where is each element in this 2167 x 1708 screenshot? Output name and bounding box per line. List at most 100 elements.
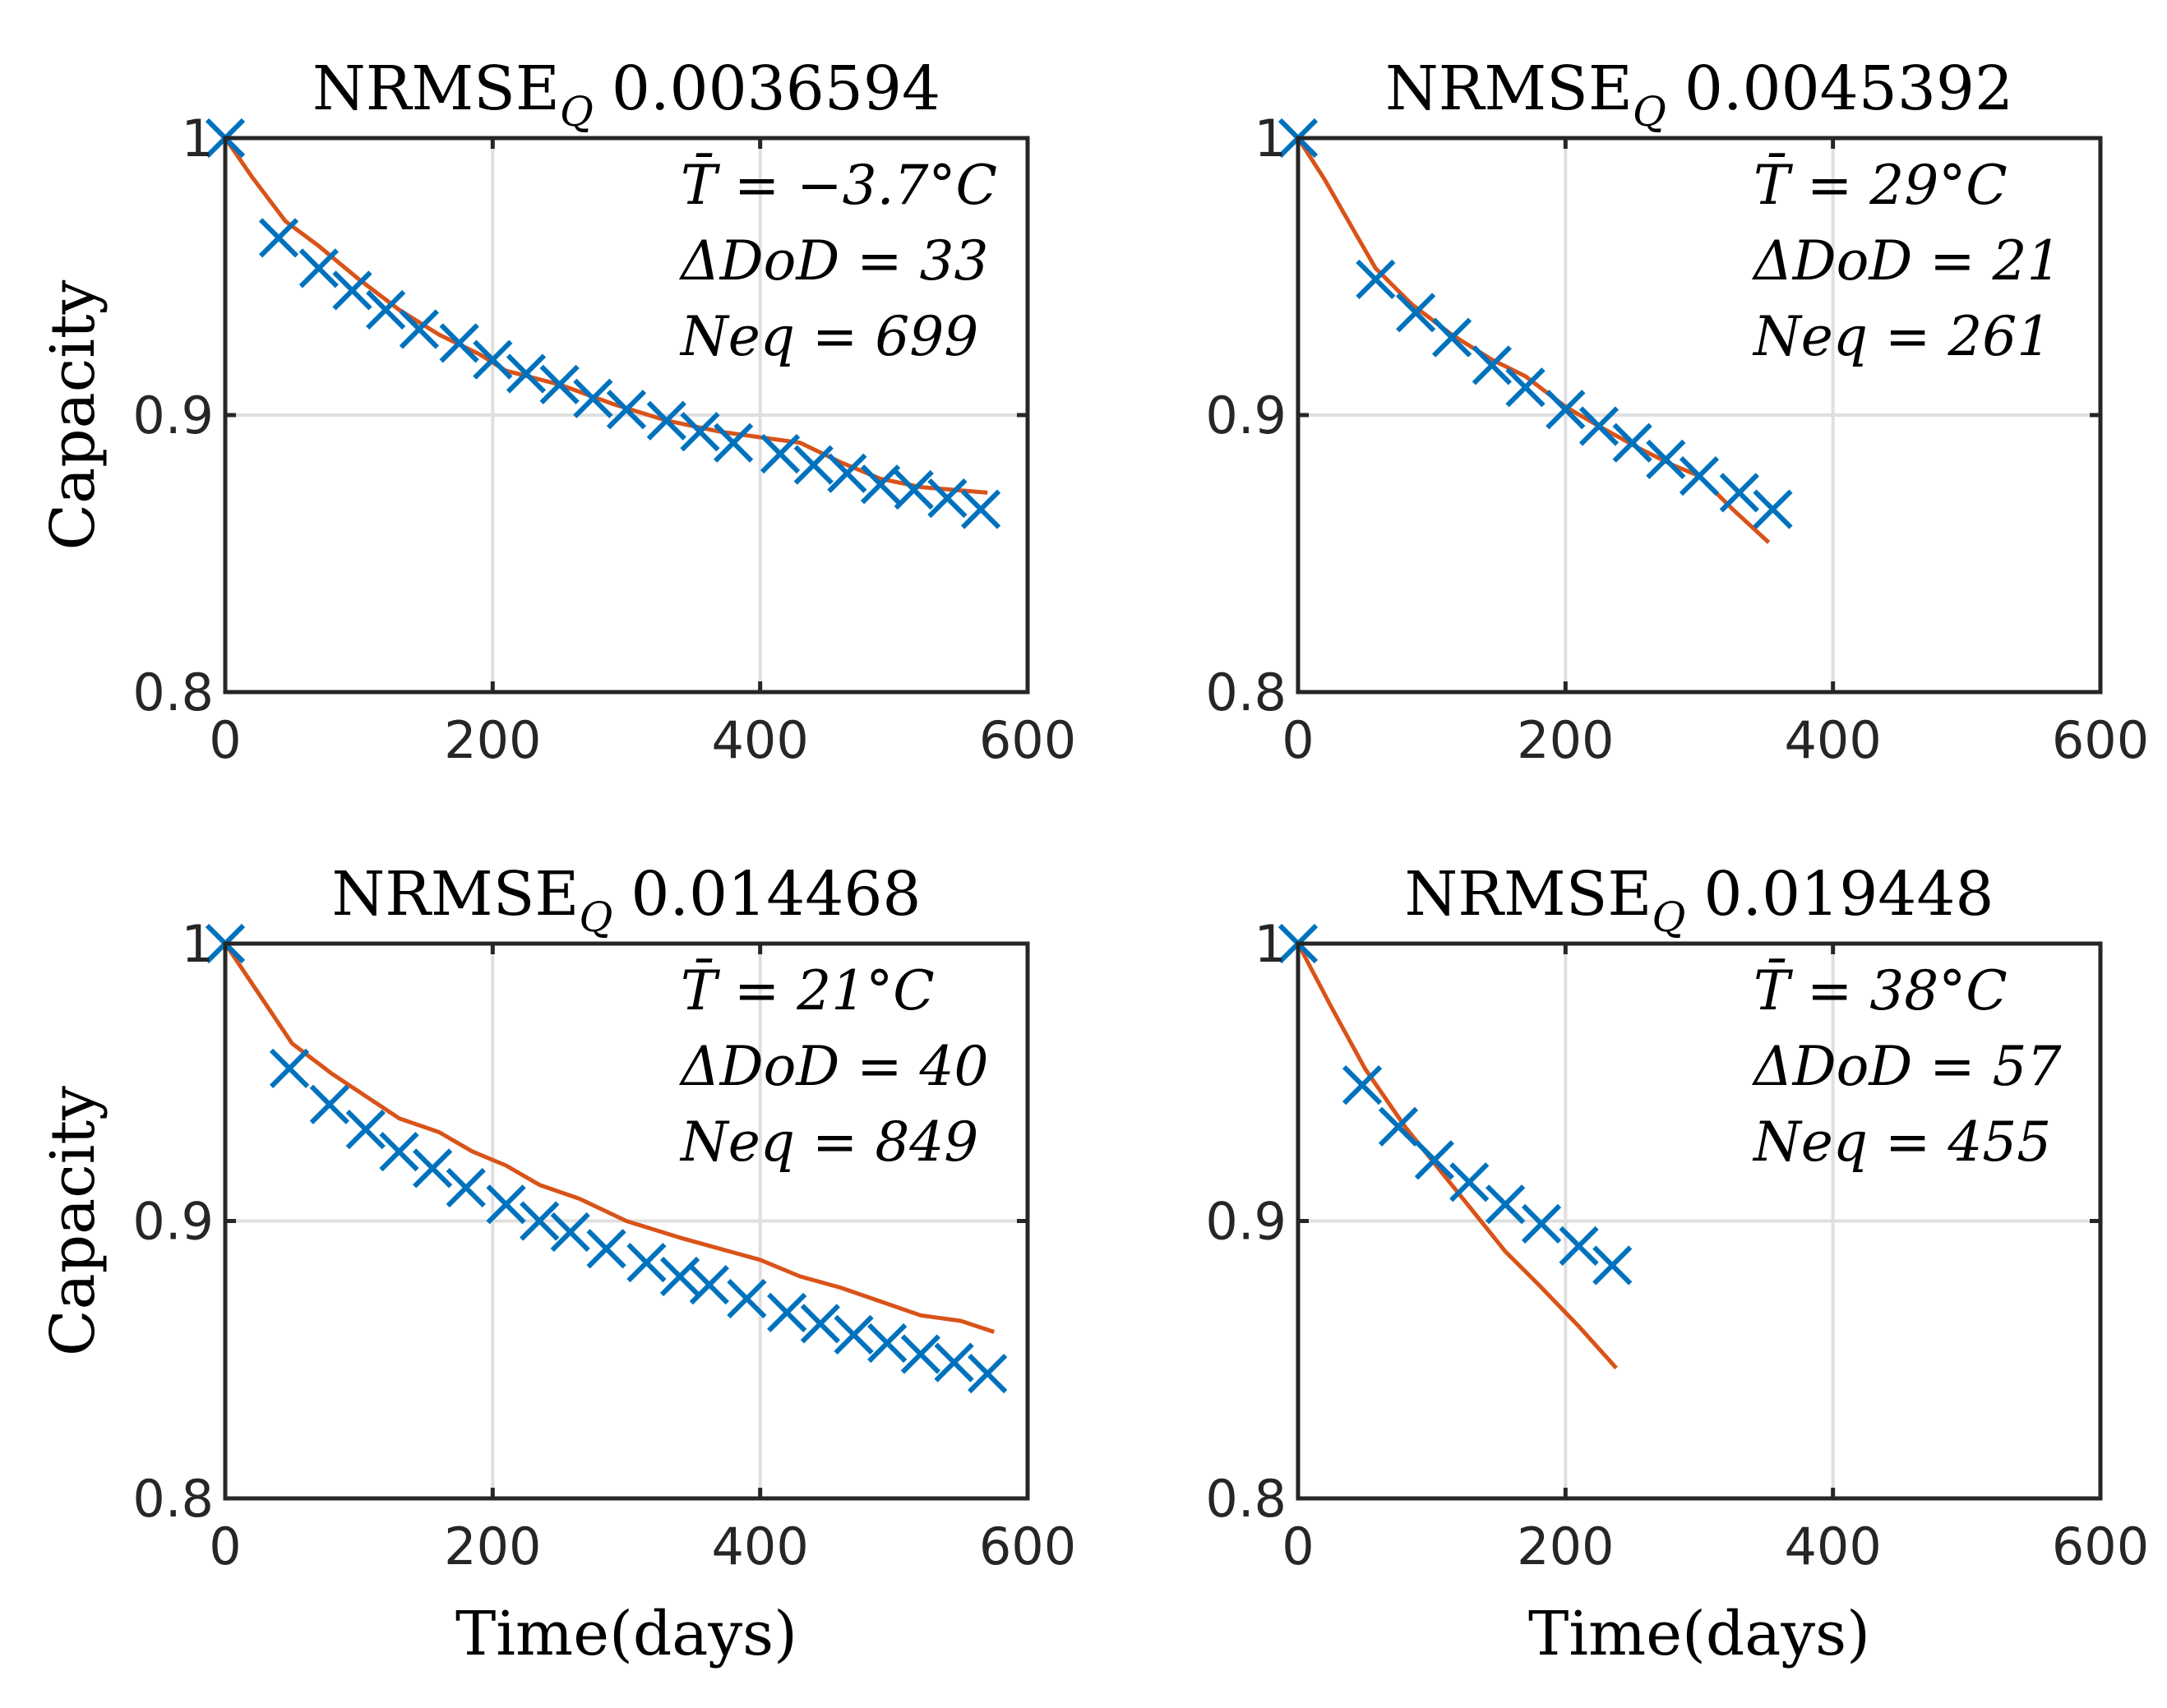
data-point-marker (1679, 456, 1720, 496)
y-tick-label: 1 (1254, 108, 1287, 168)
data-point-marker (834, 1314, 874, 1355)
data-point-marker (934, 1342, 974, 1383)
x-tick-label: 0 (209, 1516, 241, 1576)
title-value: 0.0045392 (1684, 53, 2013, 124)
x-tick-label: 400 (1784, 710, 1881, 770)
marker-stroke (258, 218, 299, 258)
marker-stroke (827, 453, 867, 493)
chart-title: NRMSEQ 0.0036594 (312, 53, 940, 136)
marker-stroke (900, 1334, 940, 1374)
marker-stroke (345, 1110, 386, 1150)
marker-stroke (1396, 293, 1436, 333)
marker-stroke (298, 248, 339, 289)
marker-stroke (586, 1229, 626, 1269)
marker-stroke (1753, 489, 1793, 529)
series-line-model (1296, 942, 1618, 1370)
y-axis-label: Capacity (38, 1086, 109, 1356)
marker-stroke (1505, 367, 1546, 408)
y-tick-label: 1 (182, 108, 214, 168)
marker-stroke (413, 1148, 453, 1189)
marker-stroke (309, 1084, 350, 1124)
marker-stroke (539, 364, 580, 405)
data-point-marker (1472, 345, 1512, 385)
marker-stroke (800, 1304, 840, 1344)
title-subscript: Q (579, 893, 612, 941)
data-point-marker (1485, 1184, 1526, 1225)
marker-stroke (506, 353, 547, 394)
y-tick-label: 0.8 (1205, 1469, 1287, 1529)
data-point-marker (1753, 489, 1793, 529)
title-main: NRMSE (1404, 859, 1652, 930)
marker-stroke (520, 1201, 560, 1241)
x-axis-label: Time(days) (455, 1599, 797, 1669)
marker-stroke (379, 1132, 419, 1172)
y-tick-label: 0.9 (1205, 385, 1287, 445)
marker-stroke (1485, 1184, 1526, 1225)
x-tick-label: 600 (979, 710, 1076, 770)
data-point-marker (486, 1184, 526, 1225)
marker-stroke (1578, 406, 1619, 446)
title-subscript: Q (1633, 88, 1666, 136)
marker-stroke (1356, 259, 1396, 299)
annotation-line: Neq = 849 (679, 1110, 978, 1174)
data-point-marker (366, 289, 406, 330)
series-markers-measured (205, 923, 1008, 1394)
title-value: 0.0036594 (612, 53, 940, 124)
data-point-marker (800, 1304, 840, 1344)
data-point-marker (1719, 473, 1759, 513)
data-point-marker (793, 445, 834, 485)
series-markers-measured (1278, 923, 1633, 1286)
data-point-marker (1521, 1203, 1562, 1244)
data-point-marker (1546, 390, 1586, 430)
title-main: NRMSE (1385, 53, 1633, 124)
data-point-marker (1612, 422, 1652, 463)
marker-stroke (1612, 422, 1652, 463)
marker-stroke (1414, 1140, 1455, 1180)
y-tick-label: 0.9 (1205, 1192, 1287, 1252)
data-point-marker (867, 1323, 908, 1364)
data-point-marker (573, 378, 613, 418)
marker-stroke (269, 1048, 310, 1088)
marker-stroke (473, 339, 513, 380)
data-point-marker (539, 364, 580, 405)
data-point-marker (550, 1212, 590, 1253)
x-tick-label: 200 (444, 710, 541, 770)
chart-title: NRMSEQ 0.019448 (1404, 859, 1994, 941)
data-point-marker (960, 489, 1001, 529)
data-point-marker (646, 400, 686, 441)
data-point-marker (900, 1334, 940, 1374)
data-point-marker (586, 1229, 626, 1269)
marker-stroke (793, 445, 834, 485)
marker-stroke (446, 1167, 486, 1208)
y-tick-label: 1 (1254, 914, 1287, 974)
data-point-marker (399, 309, 439, 349)
marker-stroke (968, 1354, 1008, 1394)
data-point-marker (1505, 367, 1546, 408)
chart-panel-2: 0 200 400 600 0.8 0.9 1 NRMSEQ 0.0045392 T̄ = 29°… (1205, 53, 2149, 770)
marker-stroke (659, 1256, 700, 1297)
annotation-line: ΔDoD = 33 (678, 229, 988, 293)
data-point-marker (520, 1201, 560, 1241)
title-main: NRMSE (331, 859, 579, 930)
data-point-marker (860, 464, 901, 505)
marker-stroke (714, 422, 754, 463)
x-tick-label: 200 (444, 1516, 541, 1576)
data-point-marker (1592, 1245, 1633, 1286)
data-point-marker (659, 1256, 700, 1297)
x-tick-label: 0 (209, 710, 241, 770)
marker-stroke (1719, 473, 1759, 513)
data-point-marker (473, 339, 513, 380)
data-point-marker (689, 1265, 729, 1305)
data-point-marker (1342, 1065, 1383, 1106)
marker-stroke (1342, 1065, 1383, 1106)
marker-stroke (439, 323, 479, 363)
y-axis-label: Capacity (38, 279, 109, 550)
x-tick-label: 400 (711, 710, 808, 770)
marker-stroke (1592, 1245, 1633, 1286)
chart-panel-1: 0 200 400 600 0.8 0.9 1 NRMSEQ 0.0036594 T̄ = −3.… (38, 53, 1076, 770)
annotation-line: ΔDoD = 21 (1751, 229, 2061, 293)
series-markers-measured (205, 118, 1001, 529)
data-point-marker (1378, 1106, 1419, 1147)
annotation-line: Neq = 699 (679, 305, 978, 368)
